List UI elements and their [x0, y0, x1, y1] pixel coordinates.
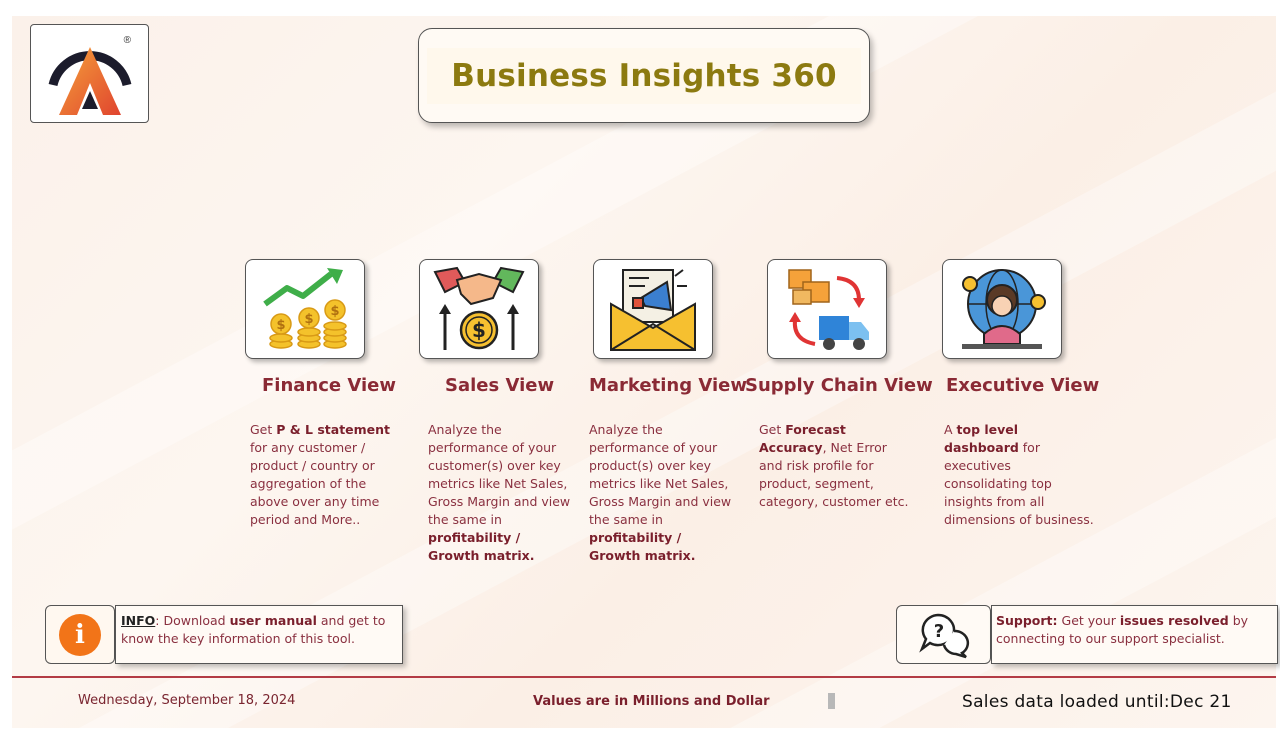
svg-text:$: $ [330, 304, 339, 319]
registered-mark: ® [123, 35, 131, 46]
handshake-icon: $ [433, 266, 525, 350]
info-button[interactable]: i [45, 605, 115, 664]
info-label: INFO [121, 613, 156, 628]
supply-chain-view-button[interactable] [767, 259, 887, 359]
sales-view-button[interactable]: $ [419, 259, 539, 359]
sales-view-title[interactable]: Sales View [445, 375, 555, 396]
support-chat-icon: ? [918, 613, 969, 658]
page-title: Business Insights 360 [427, 47, 861, 104]
info-icon: i [59, 613, 101, 656]
executive-view-description: A top level dashboard for executives con… [944, 422, 1094, 527]
finance-view-title[interactable]: Finance View [262, 375, 397, 396]
finance-growth-icon: $ $ $ [263, 268, 347, 349]
svg-text:$: $ [276, 318, 285, 333]
executive-view-button[interactable] [942, 259, 1062, 359]
svg-text:$: $ [472, 318, 486, 342]
marketing-view-button[interactable] [593, 259, 713, 359]
logo-a-icon [48, 47, 132, 115]
support-label: Support: [996, 613, 1058, 628]
executive-globe-icon [962, 269, 1046, 349]
megaphone-envelope-icon [610, 269, 696, 351]
data-loaded-status: Sales data loaded until:Dec 21 [962, 692, 1232, 712]
footer-divider [12, 676, 1276, 678]
info-panel[interactable]: INFO: Download user manual and get to kn… [115, 605, 403, 664]
executive-view-title[interactable]: Executive View [946, 375, 1100, 396]
svg-text:$: $ [304, 312, 313, 327]
sales-view-description: Analyze the performance of your customer… [428, 422, 571, 563]
finance-view-description: Get P & L statement for any customer / p… [250, 422, 391, 527]
units-note: Values are in Millions and Dollar [533, 694, 770, 709]
supply-chain-view-title[interactable]: Supply Chain View [745, 375, 933, 396]
user-manual-link[interactable]: user manual [229, 613, 317, 628]
current-date: Wednesday, September 18, 2024 [78, 693, 296, 708]
svg-text:?: ? [933, 621, 943, 642]
marketing-view-description: Analyze the performance of your product(… [589, 422, 732, 563]
supply-chain-view-description: Get Forecast Accuracy, Net Error and ris… [759, 422, 909, 509]
support-button[interactable]: ? [896, 605, 991, 664]
support-panel[interactable]: Support: Get your issues resolved by con… [991, 605, 1278, 664]
title-banner: Business Insights 360 [418, 28, 870, 123]
company-logo: ® [30, 24, 149, 123]
finance-view-button[interactable]: $ $ $ [245, 259, 365, 359]
scroll-handle[interactable] [828, 693, 835, 709]
marketing-view-title[interactable]: Marketing View [589, 375, 747, 396]
delivery-truck-icon [788, 269, 869, 350]
